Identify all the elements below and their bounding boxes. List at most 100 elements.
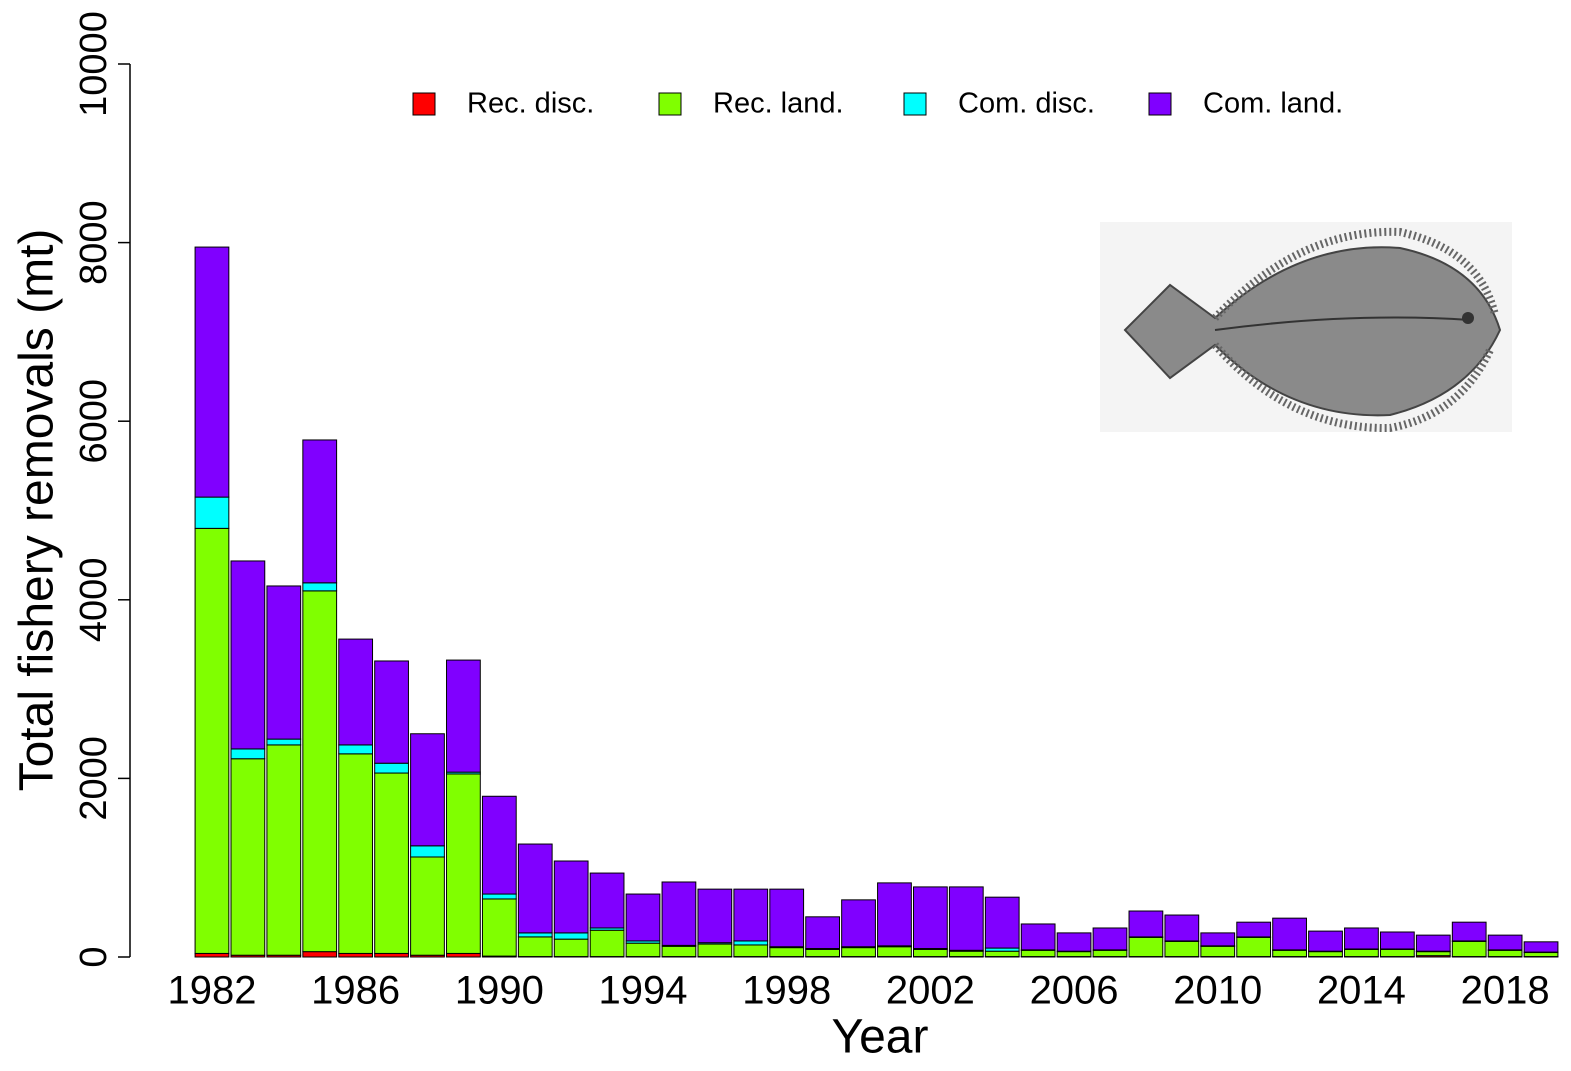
bar-segment [411, 857, 445, 955]
x-tick-label: 2002 [886, 969, 975, 1013]
y-tick-label: 6000 [73, 379, 115, 464]
bar-segment [913, 949, 947, 956]
bar-segment [1416, 935, 1450, 951]
bar-segment [195, 953, 229, 957]
bar-segment [303, 952, 337, 957]
bar-segment [1345, 949, 1379, 956]
bar-segment [806, 949, 840, 956]
y-tick-label: 10000 [73, 11, 115, 117]
bar-segment [770, 889, 804, 947]
bar-segment [231, 561, 265, 749]
bar-segment [1452, 941, 1486, 956]
bar-segment [1021, 924, 1055, 950]
bar-segment [1237, 937, 1271, 956]
bar-segment [662, 882, 696, 945]
bar-segment [482, 796, 516, 894]
bar-segment [411, 734, 445, 846]
bar-segment [770, 948, 804, 957]
bar-segment [626, 894, 660, 941]
bar-segment [1129, 911, 1163, 937]
bar-segment [195, 528, 229, 953]
bar-segment [231, 749, 265, 759]
x-tick-label: 2014 [1317, 969, 1406, 1013]
fish-illustration [1100, 222, 1512, 432]
legend-swatch [659, 93, 681, 115]
bar-segment [411, 846, 445, 857]
bar-segment [303, 583, 337, 591]
bar-segment [1057, 933, 1091, 951]
y-tick-label: 2000 [73, 736, 115, 821]
bar-segment [1021, 950, 1055, 956]
bar-segment [1165, 915, 1199, 941]
bar-segment [842, 900, 876, 947]
bar-segment [1201, 946, 1235, 956]
legend-label: Com. land. [1203, 88, 1343, 120]
bar-segment [1165, 941, 1199, 956]
bar-segment [554, 933, 588, 939]
x-tick-label: 2006 [1030, 969, 1119, 1013]
bar-segment [482, 899, 516, 956]
bar-segment [949, 951, 983, 956]
legend-swatch [413, 93, 435, 115]
bar-segment [626, 943, 660, 956]
bar-segment [1273, 950, 1307, 956]
y-tick-label: 8000 [73, 200, 115, 285]
legend-swatch [1149, 93, 1171, 115]
bar-segment [554, 861, 588, 933]
bar-segment [447, 774, 481, 953]
y-axis-title: Total fishery removals (mt) [11, 229, 64, 792]
bar-segment [447, 660, 481, 772]
bar-segment [1273, 918, 1307, 950]
bar-segment [1309, 931, 1343, 951]
bar-segment [1524, 953, 1558, 957]
bar-segment [267, 586, 301, 739]
bar-segment [231, 759, 265, 955]
bar-segment [913, 887, 947, 949]
bar-segment [1380, 949, 1414, 956]
bar-segment [985, 897, 1019, 948]
bar-segment [482, 894, 516, 899]
x-tick-label: 1998 [742, 969, 831, 1013]
bar-segment [303, 440, 337, 583]
bar-segment [949, 887, 983, 950]
bar-segment [518, 844, 552, 933]
bar-segment [878, 883, 912, 946]
bar-segment [375, 953, 409, 957]
x-tick-label: 1986 [311, 969, 400, 1013]
bar-segment [698, 889, 732, 943]
x-axis-title: Year [832, 1011, 929, 1064]
legend-label: Rec. land. [713, 88, 844, 120]
bar-segment [1093, 928, 1127, 950]
bar-segment [1345, 928, 1379, 949]
bar-segment [303, 591, 337, 952]
bar-segment [734, 889, 768, 941]
bar-segment [195, 497, 229, 528]
bar-segment [518, 933, 552, 937]
bar-segment [1416, 952, 1450, 956]
bar-segment [267, 745, 301, 955]
bar-segment [339, 953, 373, 957]
bar-segment [1488, 950, 1522, 956]
x-tick-label: 1994 [599, 969, 688, 1013]
bar-segment [806, 917, 840, 949]
bar-segment [339, 754, 373, 954]
y-tick-label: 4000 [73, 558, 115, 643]
bar-segment [734, 945, 768, 957]
x-tick-label: 1990 [455, 969, 544, 1013]
bar-segment [195, 247, 229, 497]
x-tick-label: 2018 [1461, 969, 1550, 1013]
legend-label: Rec. disc. [467, 88, 594, 120]
bar-segment [590, 873, 624, 928]
y-tick-label: 0 [73, 946, 115, 967]
bar-segment [1237, 922, 1271, 937]
bar-segment [698, 944, 732, 957]
bar-segment [518, 937, 552, 957]
x-tick-label: 1982 [167, 969, 256, 1013]
bar-segment [1309, 952, 1343, 957]
bar-segment [375, 763, 409, 773]
x-tick-label: 2010 [1173, 969, 1262, 1013]
bar-segment [447, 953, 481, 957]
bar-segment [878, 947, 912, 957]
bar-segment [842, 948, 876, 957]
legend-label: Com. disc. [958, 88, 1095, 120]
